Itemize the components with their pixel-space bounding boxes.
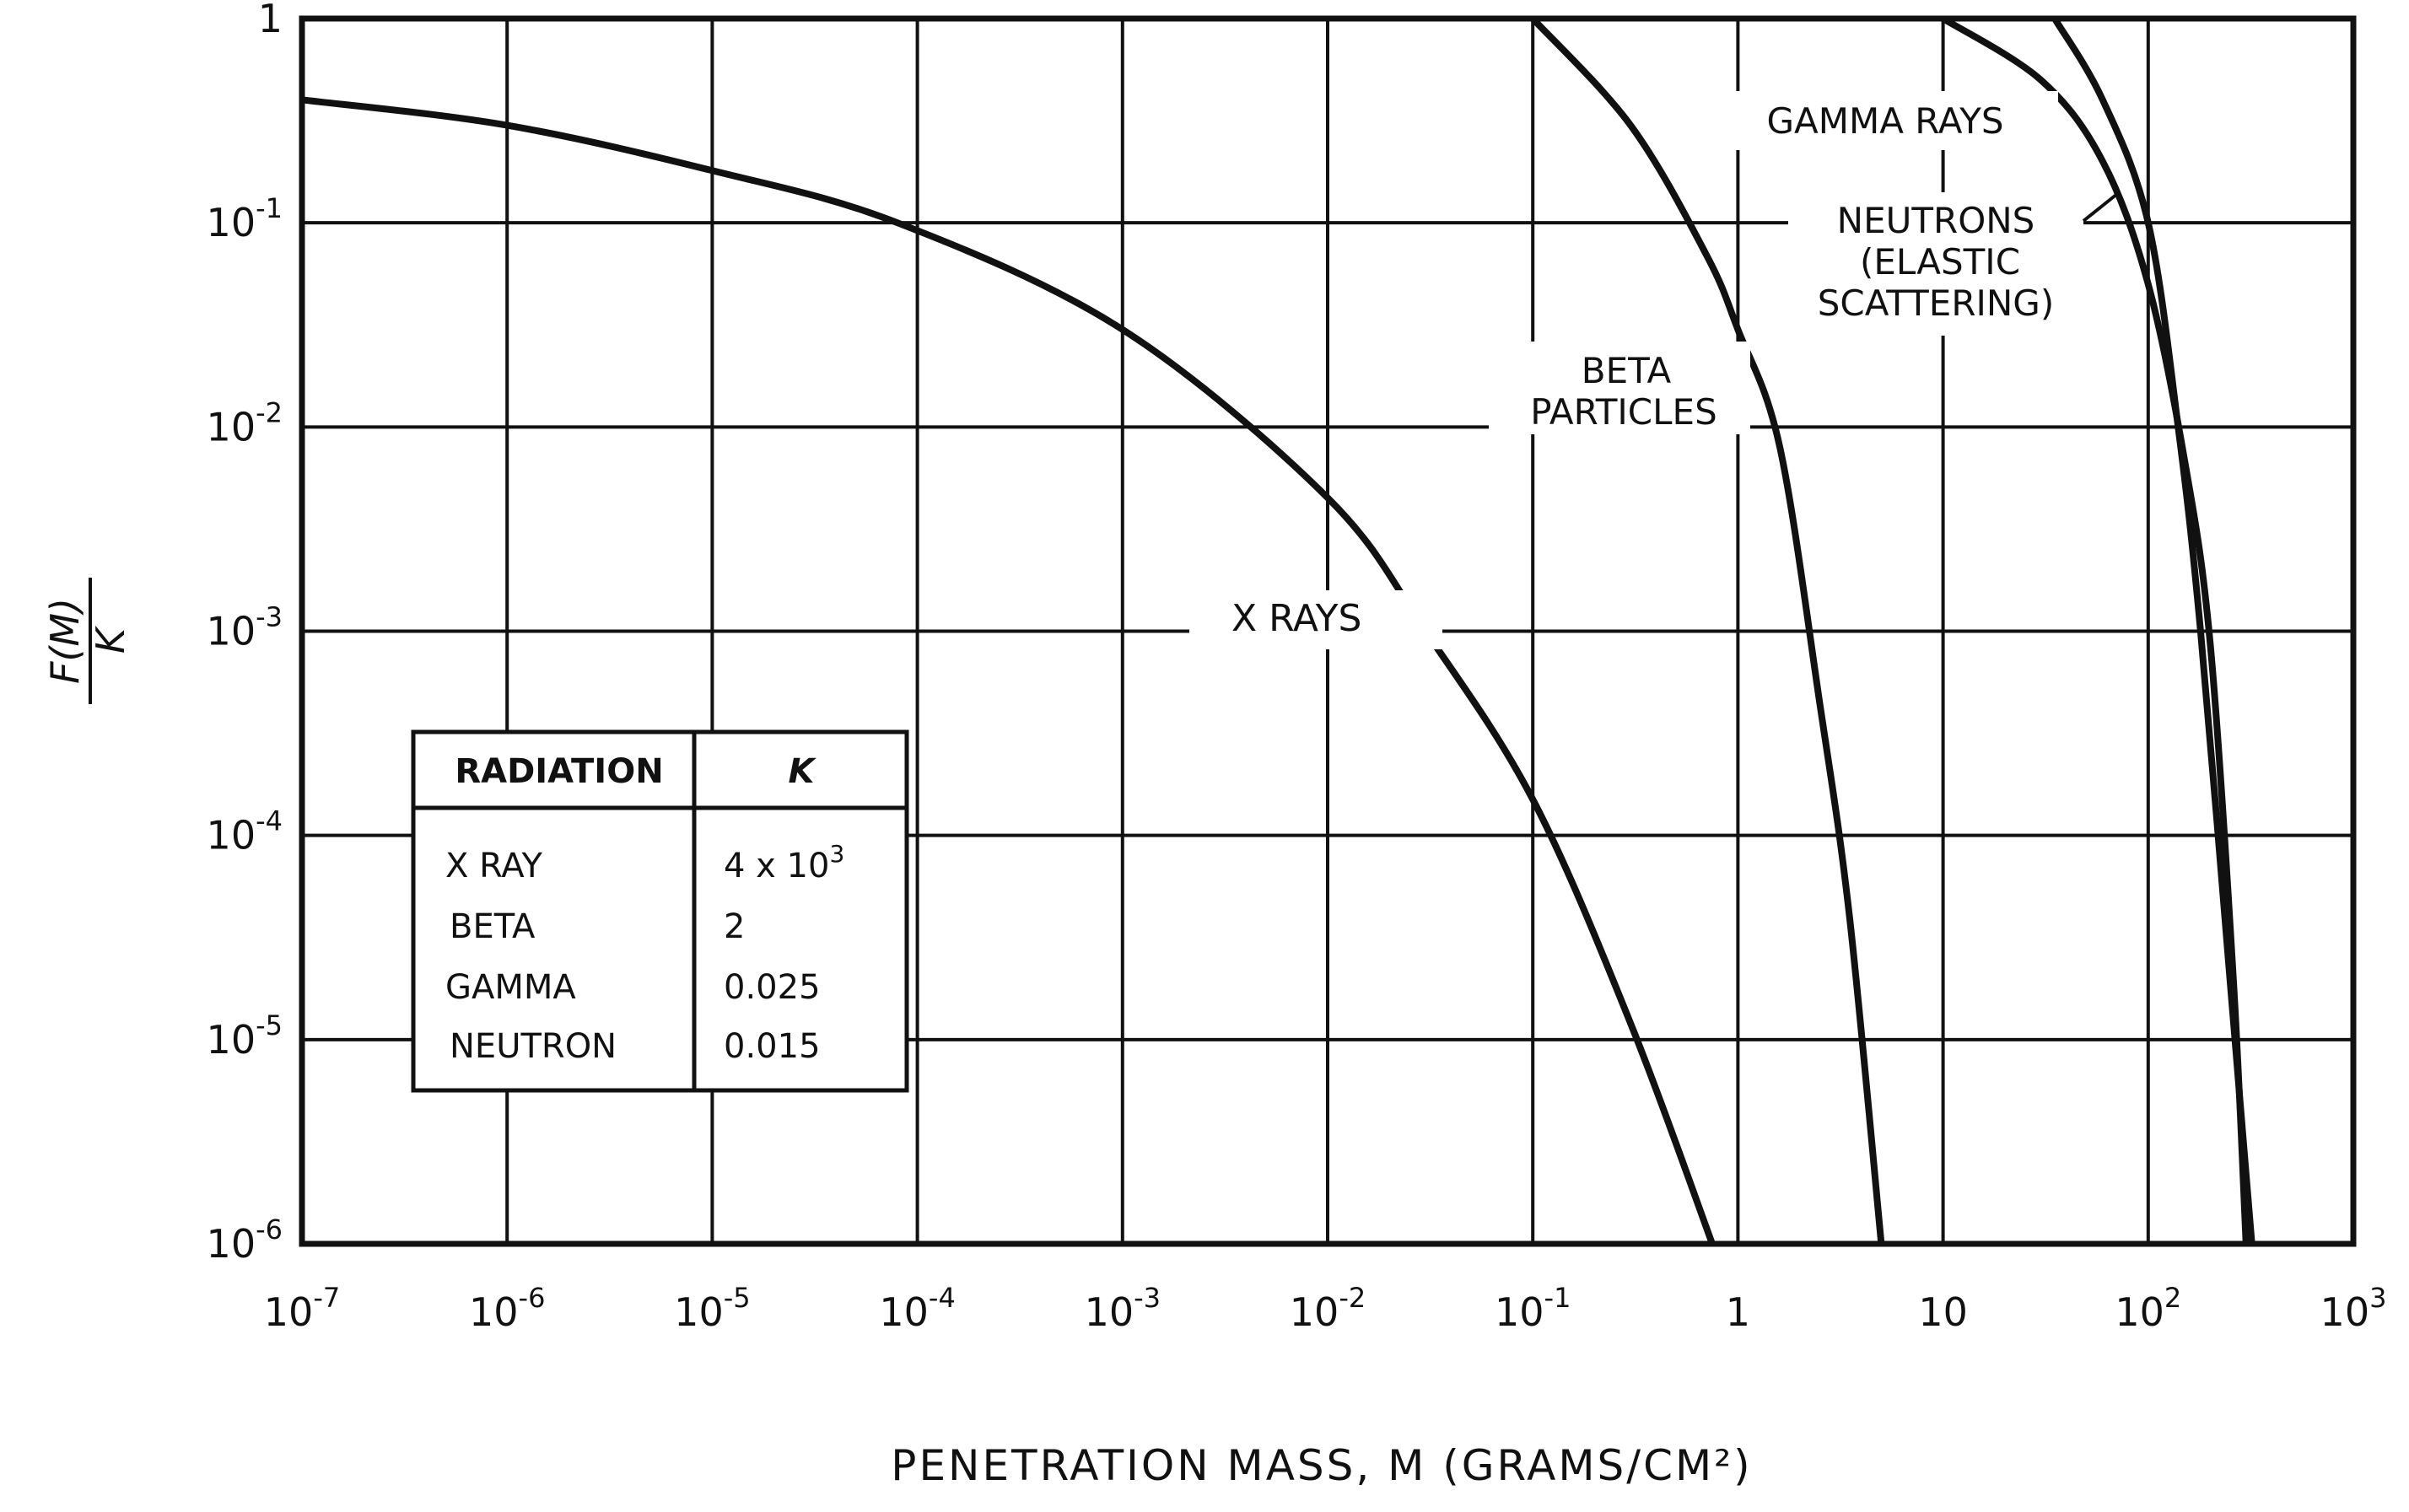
gamma-rays-label: GAMMA RAYS	[1766, 100, 2003, 142]
neutrons-label-line1: NEUTRONS	[1837, 200, 2035, 241]
table-header-radiation: RADIATION	[455, 752, 663, 791]
x-tick-label: 10-1	[1495, 1282, 1571, 1335]
tick-labels: 10-7 10-6 10-5 10-4 10-3 10-2 10-1 1 10 102 103 1 10…	[207, 0, 2387, 1335]
inset-table-frame	[411, 729, 909, 1093]
y-axis-title-numerator: F(M)	[42, 598, 88, 684]
x-axis-title: PENETRATION MASS, M (GRAMS/CM²)	[891, 1441, 1752, 1490]
table-row-k: 2	[724, 907, 745, 946]
gamma-label-bg	[1721, 91, 2058, 150]
x-rays-label-bg	[1189, 590, 1442, 649]
y-tick-label: 10-6	[207, 1213, 283, 1267]
x-tick-label: 10-6	[469, 1282, 545, 1335]
x-tick-label: 10-2	[1290, 1282, 1366, 1335]
x-tick-label: 10-3	[1085, 1282, 1161, 1335]
neutrons-label-line3: SCATTERING)	[1818, 282, 2055, 324]
x-tick-label: 10-7	[264, 1282, 340, 1335]
y-axis-title-denominator: K	[88, 625, 133, 654]
beta-label-line1: BETA	[1582, 350, 1672, 391]
table-row-radiation: BETA	[450, 907, 536, 946]
y-tick-label: 10-4	[207, 805, 283, 858]
table-row-radiation: GAMMA	[445, 968, 576, 1007]
x-tick-label: 10	[1918, 1289, 1968, 1335]
table-header-k: K	[789, 752, 817, 791]
table-row-k: 4 x 103	[724, 840, 844, 885]
neutrons-label-line2: (ELASTIC	[1860, 241, 2020, 282]
y-tick-label: 10-3	[207, 601, 283, 654]
x-tick-label: 103	[2320, 1282, 2387, 1335]
table-row-k: 0.015	[724, 1027, 821, 1066]
series-line	[2051, 19, 2255, 1244]
series-line	[1529, 19, 1885, 1244]
x-tick-label: 102	[2115, 1282, 2181, 1335]
x-tick-label: 10-4	[879, 1282, 955, 1335]
y-tick-label: 1	[258, 0, 283, 41]
plot-frame	[299, 15, 2357, 1247]
beta-label-bg	[1489, 342, 1750, 434]
series-layer	[302, 19, 2255, 1244]
y-tick-label: 10-2	[207, 396, 283, 449]
table-row-radiation: X RAY	[445, 847, 543, 885]
inset-table: RADIATION K X RAY 4 x 103 BETA 2 GAMMA 0…	[411, 729, 909, 1093]
neutrons-label-bg	[1788, 192, 2083, 336]
curve-labels: X RAYS BETA PARTICLES GAMMA RAYS NEUTRON…	[1189, 91, 2119, 649]
y-tick-label: 10-1	[207, 192, 283, 245]
x-tick-label: 10-5	[674, 1282, 750, 1335]
neutrons-leader-line	[2082, 192, 2119, 223]
x-tick-label: 1	[1726, 1289, 1750, 1335]
y-tick-label: 10-5	[207, 1009, 283, 1063]
table-row-k: 0.025	[724, 968, 821, 1007]
table-row-radiation: NEUTRON	[450, 1027, 617, 1066]
y-axis-title: F(M) K	[42, 578, 133, 704]
x-rays-label: X RAYS	[1231, 597, 1361, 640]
beta-label-line2: PARTICLES	[1530, 391, 1716, 433]
series-line	[302, 96, 1716, 1244]
